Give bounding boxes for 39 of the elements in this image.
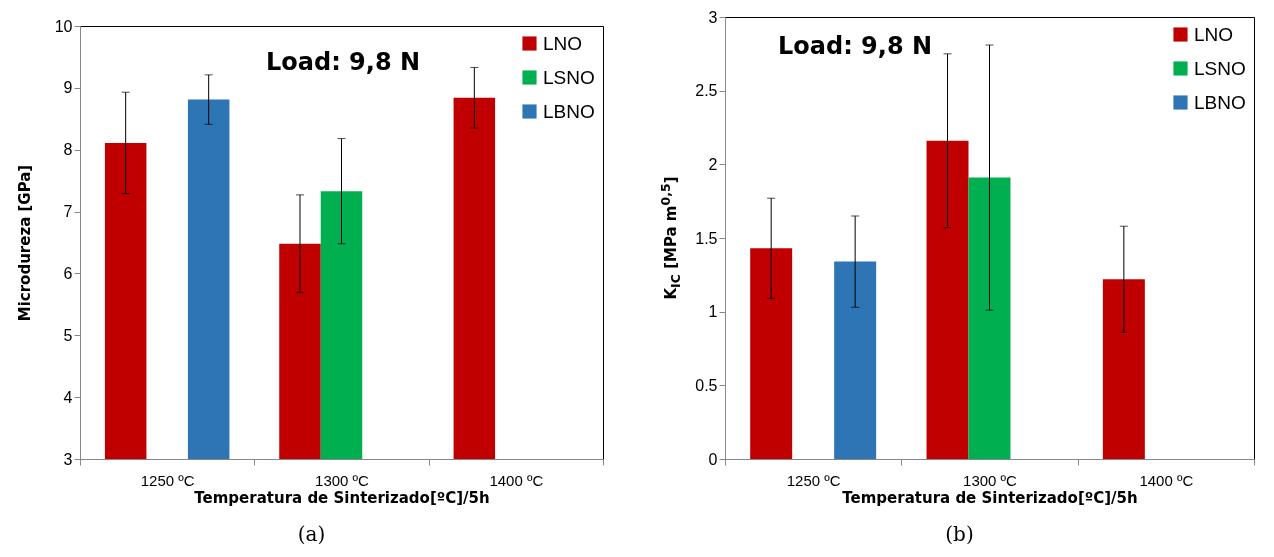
x-tick-label: 1300 ºC xyxy=(963,471,1018,489)
y-tick-label: 0.5 xyxy=(695,376,718,394)
x-tick-label: 1400 ºC xyxy=(489,471,544,489)
text: Load: 9,8 N xyxy=(265,48,421,76)
text: Load: 9,8 N xyxy=(777,32,933,60)
y-tick-label: 5 xyxy=(63,326,73,344)
text: (b) xyxy=(945,522,974,546)
legend-label: LBNO xyxy=(1194,91,1246,113)
bar xyxy=(926,140,969,459)
legend-label: LBNO xyxy=(543,100,595,122)
y-tick-label: 9 xyxy=(63,79,73,97)
y-tick-label: 10 xyxy=(54,17,73,35)
x-axis-title: Temperatura de Sinterizado[ºC]/5h xyxy=(842,488,1138,507)
y-tick-label: 7 xyxy=(63,203,73,221)
bar xyxy=(968,177,1011,459)
y-tick-label: 8 xyxy=(63,141,73,159)
x-tick-label: 1250 ºC xyxy=(140,471,195,489)
y-axis-title: Microdureza [GPa] xyxy=(16,164,34,321)
y-tick-label: 2.5 xyxy=(695,82,718,100)
legend-label: LSNO xyxy=(1194,57,1246,79)
x-tick-label: 1300 ºC xyxy=(315,471,370,489)
y-tick-label: 3 xyxy=(708,8,718,26)
legend-label: LNO xyxy=(543,32,583,54)
y-tick-label: 1 xyxy=(708,303,718,321)
x-tick-label: 1400 ºC xyxy=(1139,471,1194,489)
y-tick-label: 1.5 xyxy=(695,229,718,247)
x-axis-title: Temperatura de Sinterizado[ºC]/5h xyxy=(194,488,490,507)
bar xyxy=(750,248,793,459)
y-tick-label: 3 xyxy=(63,450,73,468)
legend-label: LNO xyxy=(1194,23,1234,45)
legend-label: LSNO xyxy=(543,66,595,88)
bar xyxy=(1102,279,1145,459)
text: (a) xyxy=(297,522,326,546)
y-tick-label: 2 xyxy=(708,155,718,173)
bar xyxy=(834,261,877,459)
x-tick-label: 1250 ºC xyxy=(786,471,841,489)
y-tick-label: 0 xyxy=(708,450,718,468)
y-tick-label: 6 xyxy=(63,264,73,282)
y-tick-label: 4 xyxy=(63,388,73,406)
